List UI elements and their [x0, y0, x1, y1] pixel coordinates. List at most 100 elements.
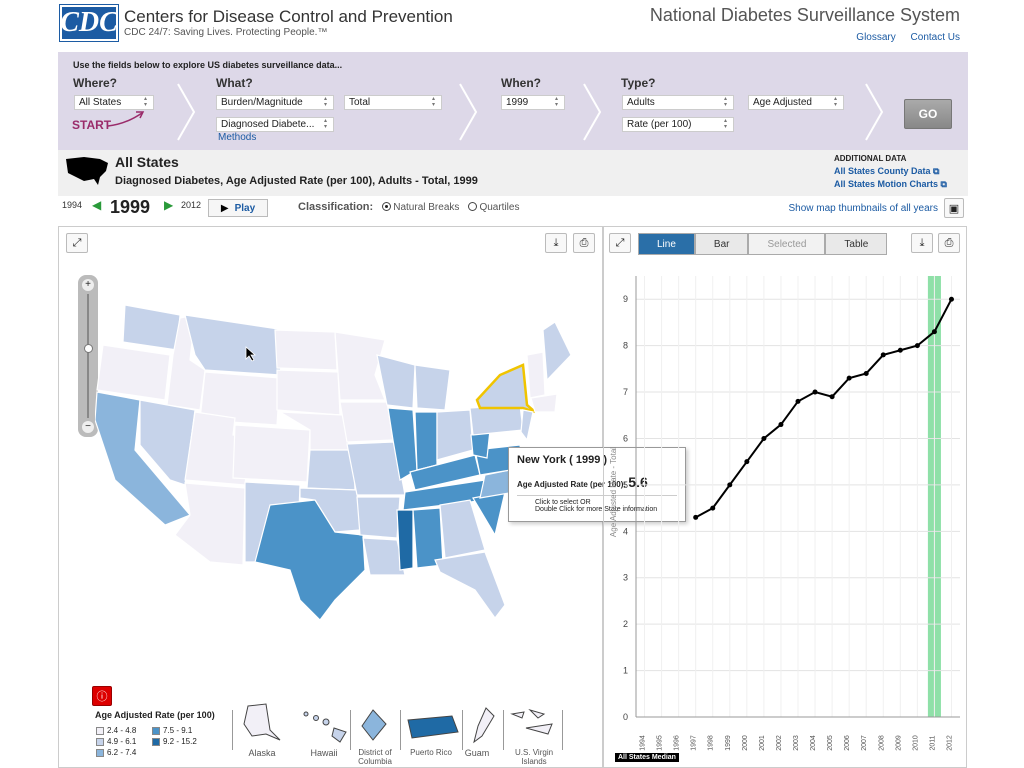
what-label: What? [216, 76, 253, 90]
us-silhouette-icon [66, 157, 108, 185]
y-tick-label: 1 [623, 666, 628, 676]
hawaii-shape-icon[interactable] [300, 708, 350, 744]
print-map-icon[interactable]: ⎙ [573, 233, 595, 253]
x-tick-label: 2010 [912, 735, 919, 751]
x-tick-label: 2006 [844, 735, 851, 751]
mouse-cursor-icon [245, 346, 257, 362]
expand-map-icon[interactable]: ⤢ [66, 233, 88, 253]
what-group-select[interactable]: Total [344, 95, 442, 110]
data-point [710, 505, 716, 511]
org-name: Centers for Disease Control and Preventi… [124, 7, 453, 26]
territory-label: U.S. Virgin Islands [514, 748, 554, 766]
info-icon[interactable]: ⓘ [92, 686, 112, 706]
contact-us-link[interactable]: Contact Us [910, 32, 960, 43]
data-point [880, 352, 886, 358]
state-illinois [387, 407, 418, 481]
state-pennsylvania [469, 404, 524, 436]
territory-label: Hawaii [310, 748, 338, 758]
external-link-icon: ⧉ [940, 179, 947, 189]
y-tick-label: 4 [623, 526, 628, 536]
legend-title: Age Adjusted Rate (per 100) [95, 710, 215, 720]
line-chart[interactable]: 0 1 2 3 4 5 6 7 8 9 1994 1995 1996 1997 1998 1999 2000 20… [604, 262, 966, 758]
state-montana [184, 314, 286, 376]
state-mississippi [396, 509, 414, 571]
data-point [727, 482, 733, 488]
legend-item: 4.9 - 6.1 [96, 737, 136, 746]
type-adjustment-select[interactable]: Age Adjusted [748, 95, 844, 110]
when-select[interactable]: 1999 [501, 95, 565, 110]
zoom-handle[interactable] [84, 344, 93, 353]
where-label: Where? [73, 76, 118, 90]
glossary-link[interactable]: Glossary [856, 32, 896, 43]
download-map-icon[interactable]: ⤓ [545, 233, 567, 253]
tab-selected[interactable]: Selected [748, 233, 826, 255]
dc-shape-icon[interactable] [358, 708, 388, 744]
chevron-divider-icon [459, 83, 478, 141]
type-population-select[interactable]: Adults [622, 95, 734, 110]
download-chart-icon[interactable]: ⤓ [911, 233, 933, 253]
tab-table[interactable]: Table [825, 233, 888, 255]
cdc-logo[interactable]: CDC [59, 4, 119, 42]
what-measure-select[interactable]: Burden/Magnitude [216, 95, 334, 110]
zoom-in-icon[interactable]: + [82, 279, 94, 291]
county-data-link[interactable]: All States County Data ⧉ [834, 166, 940, 176]
show-thumbnails-link[interactable]: Show map thumbnails of all years [788, 203, 938, 214]
state-louisiana [362, 537, 406, 576]
x-tick-label: 1998 [708, 735, 715, 751]
classification: Classification: Natural Breaks Quartiles [298, 201, 519, 213]
tab-bar[interactable]: Bar [694, 233, 749, 255]
state-washington [122, 304, 181, 351]
methods-link[interactable]: Methods [218, 132, 257, 143]
us-choropleth-map[interactable] [95, 300, 575, 630]
play-button[interactable]: ▶ Play [208, 199, 268, 217]
current-year: 1999 [110, 197, 151, 217]
motion-charts-link[interactable]: All States Motion Charts ⧉ [834, 179, 947, 189]
puerto-rico-shape-icon[interactable] [404, 712, 460, 742]
legend-item: 7.5 - 9.1 [152, 726, 192, 735]
alaska-shape-icon[interactable] [240, 700, 284, 748]
query-bar: Use the fields below to explore US diabe… [58, 52, 968, 150]
state-oregon [96, 344, 171, 401]
x-tick-label: 2011 [929, 735, 936, 750]
page-title: All States [115, 154, 179, 170]
prev-year-icon[interactable]: ◀ [92, 198, 102, 212]
state-michigan [414, 364, 451, 411]
state-colorado [232, 424, 311, 483]
guam-shape-icon[interactable] [468, 706, 498, 746]
territory-label: Guam [464, 748, 490, 758]
divider [503, 710, 504, 750]
state-nevada [139, 399, 196, 486]
natural-breaks-radio[interactable] [382, 202, 392, 211]
next-year-icon[interactable]: ▶ [164, 198, 174, 212]
expand-chart-icon[interactable]: ⤢ [609, 233, 631, 253]
what-indicator-select[interactable]: Diagnosed Diabete... [216, 117, 334, 132]
legend-swatch [96, 726, 104, 735]
chevron-divider-icon [865, 83, 884, 141]
tab-line[interactable]: Line [638, 233, 695, 255]
classification-label: Classification: [298, 201, 374, 213]
x-tick-label: 2007 [861, 735, 868, 751]
system-title: National Diabetes Surveillance System [649, 5, 960, 25]
quartiles-radio[interactable] [468, 202, 478, 211]
page-subtitle: Diagnosed Diabetes, Age Adjusted Rate (p… [115, 175, 478, 187]
data-point [761, 435, 767, 441]
type-measure-select[interactable]: Rate (per 100) [622, 117, 734, 132]
go-button[interactable]: GO [904, 99, 952, 129]
zoom-out-icon[interactable]: − [82, 421, 94, 433]
thumbnails-toggle-icon[interactable]: ▣ [944, 198, 964, 218]
print-chart-icon[interactable]: ⎙ [938, 233, 960, 253]
additional-data-label: ADDITIONAL DATA [834, 154, 907, 163]
territory-label: District of Columbia [358, 748, 392, 766]
state-tooltip: New York ( 1999 ) Age Adjusted Rate (per… [508, 447, 686, 522]
territory-label: Puerto Rico [410, 748, 452, 757]
where-select[interactable]: All States [74, 95, 154, 110]
y-tick-label: 8 [623, 341, 628, 351]
title-strip [58, 150, 968, 196]
state-ohio [436, 409, 474, 461]
state-minnesota [334, 331, 386, 401]
y-tick-label: 7 [623, 387, 628, 397]
state-wisconsin [376, 354, 416, 409]
data-point [744, 459, 750, 465]
virgin-islands-shape-icon[interactable] [508, 706, 558, 742]
state-north-dakota [274, 329, 338, 371]
